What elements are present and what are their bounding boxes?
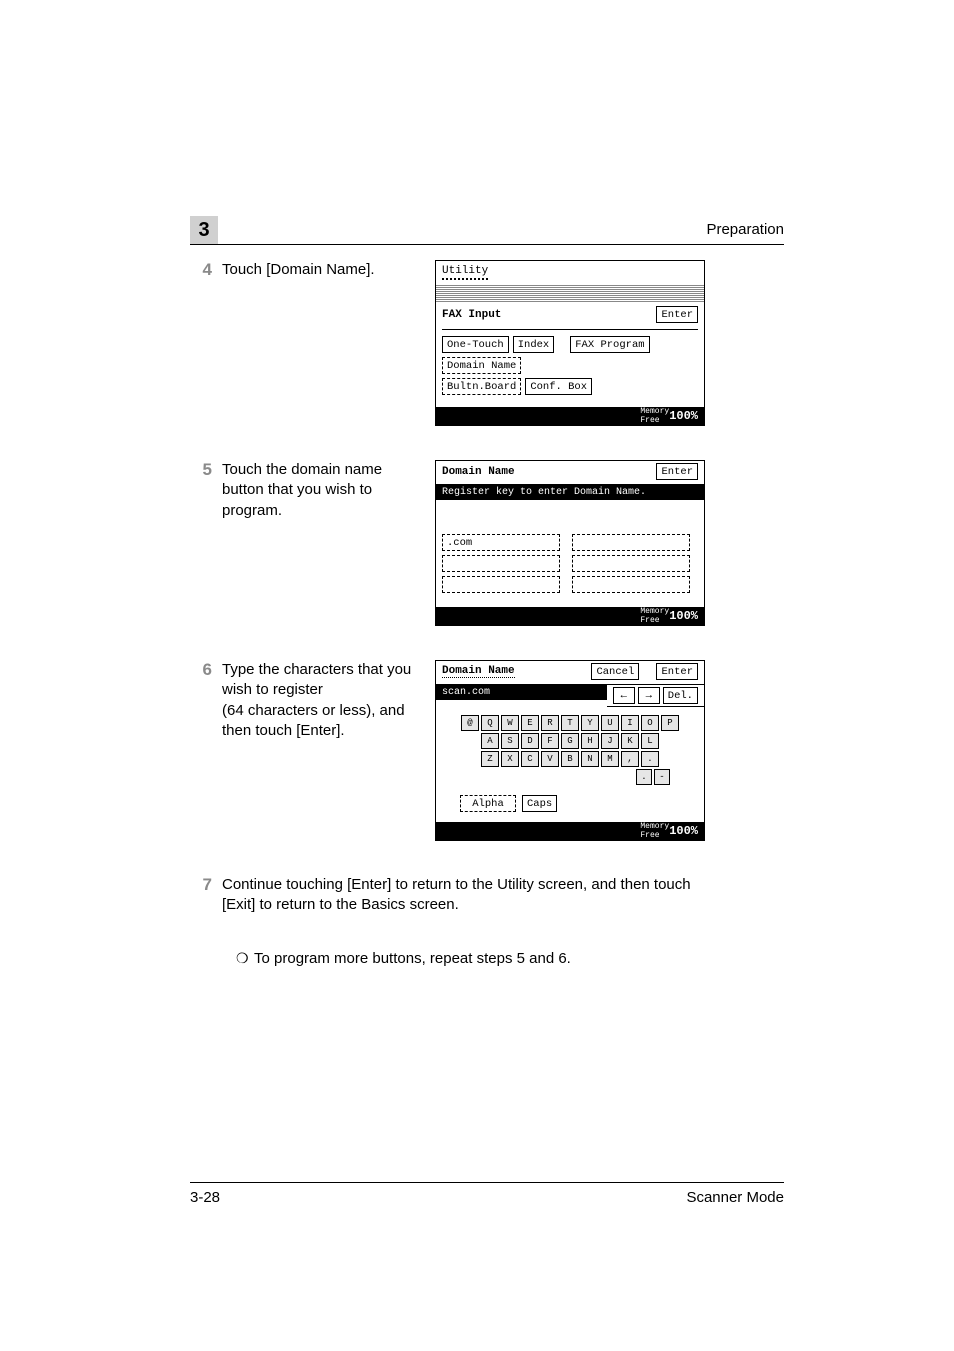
memory-value: 100% [669, 824, 698, 838]
key[interactable]: Y [581, 715, 599, 731]
bullet-icon: ❍ [236, 950, 254, 967]
domain-slot-2[interactable] [442, 555, 560, 572]
instruction-bar: Register key to enter Domain Name. [436, 484, 704, 500]
bultn-board-button[interactable]: Bultn.Board [442, 378, 521, 395]
enter-button[interactable]: Enter [656, 306, 698, 323]
key[interactable]: - [654, 769, 670, 785]
step-number: 6 [190, 660, 212, 741]
lcd-panel-domain-list: Domain Name Enter Register key to enter … [435, 460, 705, 626]
memory-value: 100% [669, 409, 698, 423]
keyboard-row-3: Z X C V B N M , . [442, 751, 698, 767]
key[interactable]: L [641, 733, 659, 749]
step-number: 5 [190, 460, 212, 521]
step-7: 7 Continue touching [Enter] to return to… [190, 875, 784, 916]
page-footer: 3-28 Scanner Mode [190, 1182, 784, 1206]
keyboard-row-1: @ Q W E R T Y U I O P [442, 715, 698, 731]
step-number: 7 [190, 875, 212, 916]
lcd-title: Domain Name [442, 466, 515, 478]
one-touch-button[interactable]: One-Touch [442, 336, 509, 353]
key[interactable]: W [501, 715, 519, 731]
key[interactable]: H [581, 733, 599, 749]
key[interactable]: B [561, 751, 579, 767]
memory-label: Memory Free [640, 607, 669, 625]
key[interactable]: C [521, 751, 539, 767]
enter-button[interactable]: Enter [656, 463, 698, 480]
key[interactable]: Z [481, 751, 499, 767]
lcd-panel-keyboard: Domain Name Cancel Enter scan.com ← [435, 660, 705, 841]
step-text: Continue touching [Enter] to return to t… [222, 875, 692, 916]
memory-status-bar: Memory Free 100% [436, 822, 704, 840]
index-button[interactable]: Index [513, 336, 555, 353]
key[interactable]: . [641, 751, 659, 767]
lcd-separator [436, 284, 704, 302]
cancel-button[interactable]: Cancel [591, 663, 639, 680]
lcd-title: Domain Name [442, 665, 515, 678]
key[interactable]: . [636, 769, 652, 785]
key[interactable]: T [561, 715, 579, 731]
domain-slot-1[interactable] [572, 534, 690, 551]
domain-slot-0[interactable]: .com [442, 534, 560, 551]
delete-button[interactable]: Del. [663, 687, 698, 704]
memory-label: Memory Free [640, 822, 669, 840]
key[interactable]: K [621, 733, 639, 749]
key[interactable]: Q [481, 715, 499, 731]
conf-box-button[interactable]: Conf. Box [525, 378, 592, 395]
subitem-text: To program more buttons, repeat steps 5 … [254, 950, 571, 967]
step-number: 4 [190, 260, 212, 280]
key[interactable]: M [601, 751, 619, 767]
key[interactable]: V [541, 751, 559, 767]
keyboard-row-2: A S D F G H J K L [442, 733, 698, 749]
lcd-title: Utility [442, 265, 488, 280]
key[interactable]: G [561, 733, 579, 749]
step-text: Type the characters that you wish to reg… [222, 660, 415, 741]
doc-title: Scanner Mode [686, 1189, 784, 1206]
key[interactable]: F [541, 733, 559, 749]
lcd-panel-utility: Utility FAX Input Enter One-Touch Index [435, 260, 705, 426]
cursor-left-button[interactable]: ← [613, 687, 635, 704]
domain-slot-3[interactable] [572, 555, 690, 572]
step-7-subitem: ❍ To program more buttons, repeat steps … [236, 950, 784, 967]
memory-status-bar: Memory Free 100% [436, 407, 704, 425]
key[interactable]: J [601, 733, 619, 749]
cursor-right-button[interactable]: → [638, 687, 660, 704]
memory-label: Memory Free [640, 407, 669, 425]
key[interactable]: D [521, 733, 539, 749]
step-text: Touch the domain name button that you wi… [222, 460, 415, 521]
keyboard-row-4: . - [442, 769, 698, 785]
key[interactable]: S [501, 733, 519, 749]
key[interactable]: X [501, 751, 519, 767]
lcd-section-label: FAX Input [442, 309, 501, 321]
key[interactable]: P [661, 715, 679, 731]
step-5: 5 Touch the domain name button that you … [190, 460, 784, 626]
domain-slot-5[interactable] [572, 576, 690, 593]
domain-slot-4[interactable] [442, 576, 560, 593]
fax-program-button[interactable]: FAX Program [570, 336, 649, 353]
alpha-mode-button[interactable]: Alpha [460, 795, 516, 812]
step-text: Touch [Domain Name]. [222, 260, 415, 280]
page-number: 3-28 [190, 1189, 220, 1206]
key[interactable]: I [621, 715, 639, 731]
key[interactable]: O [641, 715, 659, 731]
memory-value: 100% [669, 609, 698, 623]
input-value-bar: scan.com [436, 684, 607, 700]
key[interactable]: A [481, 733, 499, 749]
chapter-number-badge: 3 [190, 216, 218, 244]
step-4: 4 Touch [Domain Name]. Utility FAX Input… [190, 260, 784, 426]
key[interactable]: @ [461, 715, 479, 731]
key[interactable]: E [521, 715, 539, 731]
caps-button[interactable]: Caps [522, 795, 557, 812]
domain-name-button[interactable]: Domain Name [442, 357, 521, 374]
key[interactable]: N [581, 751, 599, 767]
section-title: Preparation [706, 221, 784, 238]
memory-status-bar: Memory Free 100% [436, 607, 704, 625]
key[interactable]: , [621, 751, 639, 767]
key[interactable]: R [541, 715, 559, 731]
key[interactable]: U [601, 715, 619, 731]
step-6: 6 Type the characters that you wish to r… [190, 660, 784, 841]
page-header: 3 Preparation [190, 216, 784, 245]
enter-button[interactable]: Enter [656, 663, 698, 680]
